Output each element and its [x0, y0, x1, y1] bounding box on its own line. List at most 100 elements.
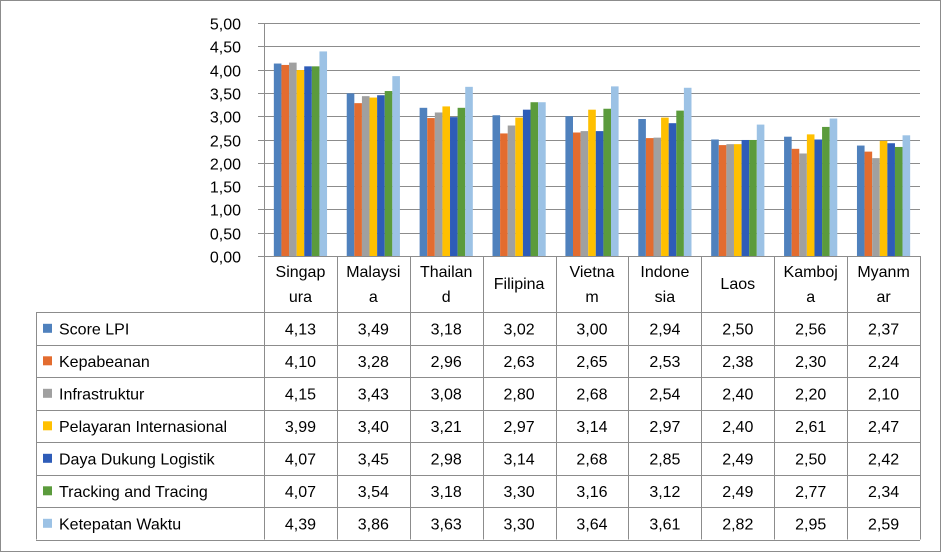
- table-cell-value: 3,30: [504, 516, 535, 533]
- bar: [573, 132, 581, 256]
- category-label: Laos: [720, 276, 755, 293]
- bar: [645, 138, 654, 256]
- category-label: Indone: [640, 264, 689, 281]
- bar: [530, 102, 539, 256]
- category-label: Singap: [276, 264, 326, 281]
- table-cell-value: 4,39: [285, 516, 316, 533]
- bar: [492, 115, 501, 257]
- table-cell-value: 2,34: [868, 484, 899, 501]
- category-label: Thailan: [420, 264, 472, 281]
- table-cell-value: 2,82: [722, 516, 753, 533]
- table-cell-value: 2,40: [722, 386, 753, 403]
- bar: [289, 62, 297, 256]
- table-cell-value: 2,80: [504, 386, 535, 403]
- bar: [902, 135, 911, 256]
- table-cell-value: 4,15: [285, 386, 316, 403]
- table-cell-value: 2,68: [576, 386, 607, 403]
- table-cell-value: 2,50: [795, 451, 826, 468]
- table-cell-value: 2,65: [576, 354, 607, 371]
- table-cell-value: 3,08: [431, 386, 462, 403]
- bar: [653, 137, 662, 256]
- bar: [726, 144, 734, 256]
- bars: [273, 51, 911, 257]
- bar: [580, 131, 589, 256]
- table-cell-value: 2,10: [868, 386, 899, 403]
- table-cell-value: 3,54: [358, 484, 389, 501]
- table-cell-value: 2,77: [795, 484, 826, 501]
- bar: [500, 133, 508, 256]
- legend-key: [43, 388, 52, 398]
- legend-key: [43, 356, 52, 366]
- bar: [434, 112, 443, 256]
- category-label: d: [442, 289, 451, 306]
- bar: [450, 117, 458, 256]
- category-label: Kamboj: [784, 264, 838, 281]
- table-cell-value: 2,56: [795, 321, 826, 338]
- table-cell-value: 3,64: [576, 516, 607, 533]
- table-cell-value: 3,43: [358, 386, 389, 403]
- category-label: Filipina: [494, 276, 545, 293]
- bar: [296, 70, 305, 256]
- y-tick-label: 0,50: [210, 227, 241, 244]
- table-cell-value: 3,00: [576, 321, 607, 338]
- bar: [304, 66, 312, 256]
- table-cell-value: 3,02: [504, 321, 535, 338]
- table-cell-value: 3,45: [358, 451, 389, 468]
- legend-key: [43, 453, 52, 463]
- bar: [392, 76, 400, 257]
- legend-key: [43, 486, 52, 496]
- bar: [384, 91, 393, 256]
- bar: [638, 119, 646, 256]
- table-cell-value: 2,37: [868, 321, 899, 338]
- table-cell-value: 2,42: [868, 451, 899, 468]
- bar: [522, 109, 531, 257]
- bar: [829, 118, 838, 256]
- table-cell-value: 2,61: [795, 419, 826, 436]
- y-tick-label: 3,50: [210, 87, 241, 104]
- table-cell-value: 3,16: [576, 484, 607, 501]
- bar: [822, 126, 830, 256]
- table-cell-value: 3,18: [431, 321, 462, 338]
- table-cell-value: 2,53: [649, 354, 680, 371]
- table-cell-value: 2,54: [649, 386, 680, 403]
- y-tick-label: 1,50: [210, 180, 241, 197]
- bar: [784, 136, 792, 256]
- table-cell-value: 3,30: [504, 484, 535, 501]
- table-cell-value: 2,96: [431, 354, 462, 371]
- bar: [749, 139, 757, 256]
- bar: [676, 110, 684, 256]
- legend-key: [43, 323, 52, 333]
- bar: [814, 139, 823, 256]
- table-cell-value: 3,63: [431, 516, 462, 533]
- bar: [565, 116, 573, 256]
- table-cell-value: 2,98: [431, 451, 462, 468]
- category-label: a: [369, 289, 378, 306]
- category-label: Malaysi: [346, 264, 400, 281]
- table-cell-value: 4,07: [285, 451, 316, 468]
- bar: [799, 153, 807, 256]
- legend-series-name: Kepabeanan: [59, 354, 150, 371]
- bar: [756, 124, 765, 256]
- table-cell-value: 2,40: [722, 419, 753, 436]
- y-tick-label: 0,00: [210, 250, 241, 267]
- table-cell-value: 4,10: [285, 354, 316, 371]
- bar: [733, 144, 742, 256]
- table-cell-value: 2,97: [649, 419, 680, 436]
- bar: [683, 87, 692, 257]
- y-tick-label: 5,00: [210, 17, 241, 34]
- table-cell-value: 3,21: [431, 419, 462, 436]
- category-label: ar: [876, 289, 891, 306]
- table-cell-value: 4,07: [285, 484, 316, 501]
- table-cell-value: 3,18: [431, 484, 462, 501]
- table-cell-value: 2,30: [795, 354, 826, 371]
- table-cell-value: 2,95: [795, 516, 826, 533]
- table-cell-value: 2,59: [868, 516, 899, 533]
- category-label: sia: [655, 289, 676, 306]
- bar: [856, 145, 865, 256]
- bar: [369, 97, 378, 256]
- bar: [791, 148, 800, 256]
- bar: [588, 109, 596, 257]
- bar: [538, 102, 546, 256]
- table-cell-value: 3,86: [358, 516, 389, 533]
